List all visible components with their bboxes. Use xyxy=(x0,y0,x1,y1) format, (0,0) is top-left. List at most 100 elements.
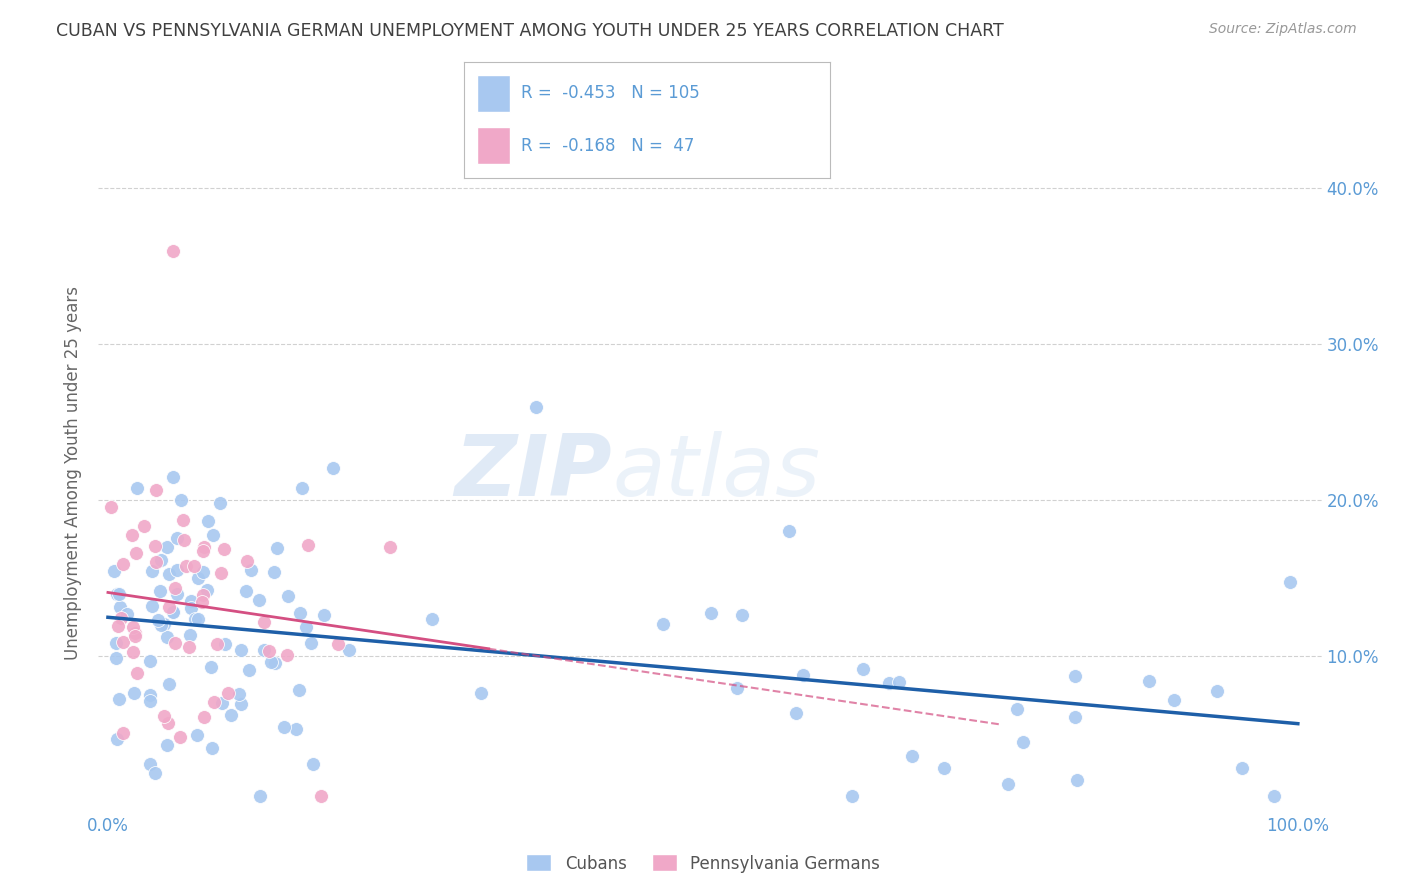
Text: Source: ZipAtlas.com: Source: ZipAtlas.com xyxy=(1209,22,1357,37)
Point xyxy=(785,706,807,720)
Point xyxy=(263,656,285,670)
Point xyxy=(110,610,132,624)
Point xyxy=(1163,693,1185,707)
Point xyxy=(932,761,955,775)
Point xyxy=(201,528,224,542)
Y-axis label: Unemployment Among Youth under 25 years: Unemployment Among Youth under 25 years xyxy=(65,285,83,660)
Text: R =  -0.453   N = 105: R = -0.453 N = 105 xyxy=(520,84,699,103)
Point xyxy=(121,528,143,542)
Point xyxy=(162,244,184,258)
Point xyxy=(145,483,167,497)
Point xyxy=(422,612,444,626)
Point xyxy=(380,540,402,554)
Point xyxy=(156,738,179,752)
Point xyxy=(284,723,307,737)
Point xyxy=(143,766,166,780)
Point xyxy=(105,650,128,665)
Point xyxy=(156,540,179,554)
Point xyxy=(326,637,349,651)
Point xyxy=(247,593,270,607)
Point xyxy=(193,709,215,723)
Point xyxy=(139,694,162,708)
Point xyxy=(202,695,225,709)
Point xyxy=(149,553,172,567)
Bar xyxy=(477,75,510,112)
Point xyxy=(139,654,162,668)
Point xyxy=(124,629,146,643)
Text: R =  -0.168   N =  47: R = -0.168 N = 47 xyxy=(520,137,695,155)
Point xyxy=(263,565,285,579)
Point xyxy=(108,599,131,614)
Point xyxy=(169,730,191,744)
Point xyxy=(139,688,162,702)
Point xyxy=(1230,761,1253,775)
Point xyxy=(309,789,332,804)
Point xyxy=(191,543,214,558)
Point xyxy=(700,606,723,620)
Point xyxy=(240,563,263,577)
Point xyxy=(1263,789,1285,804)
Point xyxy=(149,617,172,632)
Point xyxy=(301,757,323,772)
Point xyxy=(1007,701,1029,715)
Point xyxy=(1279,574,1302,589)
Point xyxy=(121,620,143,634)
Point xyxy=(187,571,209,585)
Point xyxy=(221,707,243,722)
Point xyxy=(162,469,184,483)
Point xyxy=(149,583,172,598)
Point xyxy=(191,595,214,609)
Point xyxy=(108,692,131,706)
Point xyxy=(179,628,201,642)
Point xyxy=(100,500,122,514)
Point xyxy=(1064,669,1087,683)
Point xyxy=(877,676,900,690)
Legend: Cubans, Pennsylvania Germans: Cubans, Pennsylvania Germans xyxy=(520,847,886,880)
Point xyxy=(162,605,184,619)
Point xyxy=(200,660,222,674)
Point xyxy=(141,565,163,579)
Point xyxy=(145,555,167,569)
Point xyxy=(314,608,336,623)
Point xyxy=(266,541,288,556)
Point xyxy=(186,728,208,742)
Point xyxy=(470,686,492,700)
Point xyxy=(187,612,209,626)
Point xyxy=(184,612,207,626)
Point xyxy=(146,613,169,627)
Point xyxy=(195,583,218,598)
Point xyxy=(211,696,233,710)
Point xyxy=(290,606,312,620)
Point xyxy=(299,636,322,650)
Point xyxy=(217,686,239,700)
Point xyxy=(253,642,276,657)
Point xyxy=(197,514,219,528)
Point xyxy=(207,637,229,651)
Point xyxy=(143,540,166,554)
Point xyxy=(157,715,180,730)
Point xyxy=(191,588,214,602)
Point xyxy=(193,541,215,555)
Point xyxy=(125,665,148,680)
Point xyxy=(792,668,814,682)
Point xyxy=(1064,709,1087,723)
Point xyxy=(141,599,163,613)
Point xyxy=(209,566,232,580)
Point xyxy=(105,636,128,650)
Point xyxy=(166,586,188,600)
Point xyxy=(170,493,193,508)
Point xyxy=(201,741,224,756)
Point xyxy=(165,635,187,649)
Point xyxy=(111,726,134,740)
Point xyxy=(159,677,181,691)
Point xyxy=(105,731,128,746)
Point xyxy=(125,546,148,560)
Point xyxy=(887,674,910,689)
Point xyxy=(236,554,259,568)
Point xyxy=(841,789,863,804)
Point xyxy=(276,648,298,662)
Point xyxy=(778,524,800,538)
Point xyxy=(179,640,201,655)
Point xyxy=(1011,735,1033,749)
Point xyxy=(235,583,257,598)
